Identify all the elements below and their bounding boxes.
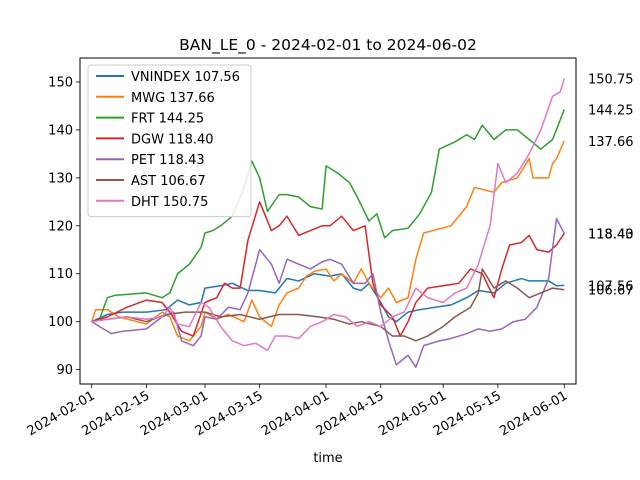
end-value-label-3: 118.40 (588, 227, 634, 242)
y-tick-label: 150 (48, 75, 73, 90)
chart-title: BAN_LE_0 - 2024-02-01 to 2024-06-02 (179, 36, 477, 55)
series-line-3 (91, 201, 565, 337)
end-value-label-1: 137.66 (588, 135, 634, 150)
legend-entry-3: DGW 118.40 (131, 132, 214, 147)
series-line-1 (91, 140, 565, 342)
series-line-6 (91, 78, 565, 352)
y-tick-label: 120 (48, 219, 73, 234)
y-tick-label: 110 (48, 267, 73, 282)
plot-frame (79, 57, 577, 385)
end-value-label-5: 106.67 (588, 284, 634, 299)
y-tick-label: 90 (56, 363, 73, 378)
y-axis: 90 100 110 120 130 140 150 (48, 75, 80, 378)
legend-entry-4: PET 118.43 (131, 153, 205, 168)
legend-box (87, 64, 252, 218)
y-tick-label: 100 (48, 315, 73, 330)
plot-lines (91, 78, 565, 368)
legend-entry-1: MWG 137.66 (131, 91, 215, 106)
end-value-label-4: 118.43 (588, 227, 634, 242)
x-axis-label: time (313, 451, 342, 466)
legend-entry-2: FRT 144.25 (131, 112, 204, 127)
legend: VNINDEX 107.56 MWG 137.66 FRT 144.25 DGW 11… (87, 64, 252, 218)
y-tick-label: 140 (48, 123, 73, 138)
legend-entry-5: AST 106.67 (131, 174, 206, 189)
legend-entry-0: VNINDEX 107.56 (131, 70, 240, 85)
series-line-2 (91, 109, 565, 323)
series-line-4 (91, 217, 565, 368)
end-value-label-2: 144.25 (588, 104, 634, 119)
end-value-label-0: 107.56 (588, 279, 634, 294)
legend-entry-6: DHT 150.75 (131, 195, 208, 210)
y-tick-label: 130 (48, 171, 73, 186)
end-value-label-6: 150.75 (588, 72, 634, 87)
